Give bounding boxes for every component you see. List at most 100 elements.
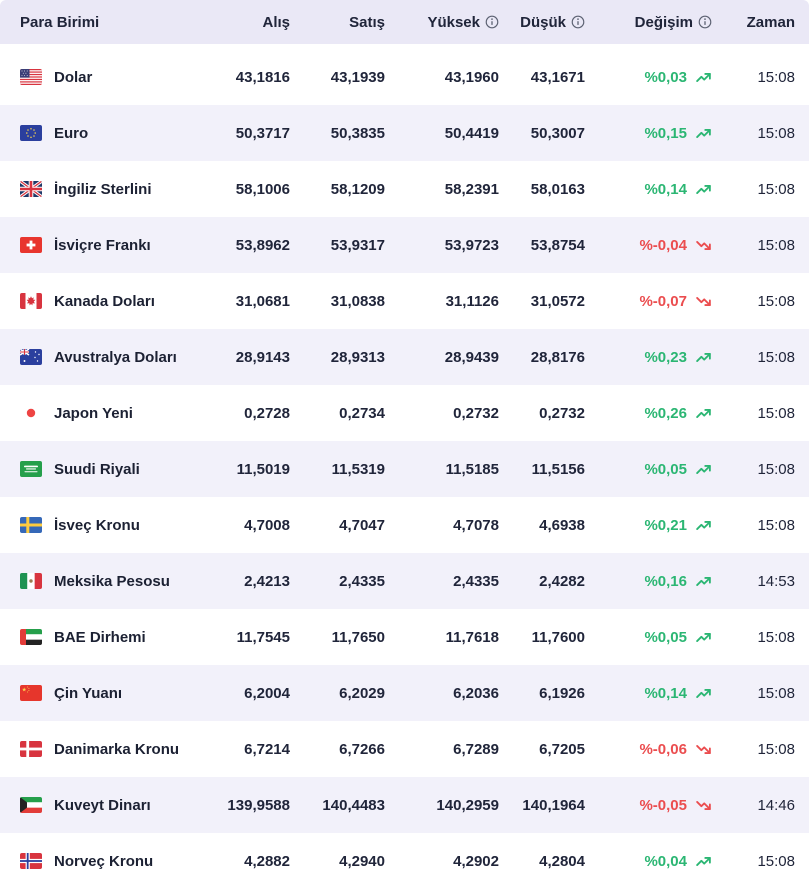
- currency-name: İsveç Kronu: [54, 516, 140, 534]
- high-value: 11,5185: [445, 460, 499, 478]
- table-row[interactable]: Suudi Riyali 11,5019 11,5319 11,5185 11,…: [0, 441, 809, 497]
- currency-cell: Japon Yeni: [20, 405, 200, 422]
- change-value: %0,15: [644, 124, 687, 142]
- currency-cell: Euro: [20, 125, 200, 142]
- currency-cell: Norveç Kronu: [20, 853, 200, 870]
- high-value: 2,4335: [453, 572, 499, 590]
- table-row[interactable]: İngiliz Sterlini 58,1006 58,1209 58,2391…: [0, 161, 809, 217]
- table-row[interactable]: Norveç Kronu 4,2882 4,2940 4,2902 4,2804…: [0, 833, 809, 887]
- change-cell: %0,21: [585, 517, 712, 534]
- trending-down-arrow-icon: [696, 800, 711, 810]
- sell-value: 140,4483: [322, 796, 385, 814]
- buy-value: 50,3717: [235, 124, 290, 142]
- time-value: 15:08: [757, 236, 795, 254]
- change-cell: %0,16: [585, 573, 712, 590]
- low-value: 50,3007: [530, 124, 585, 142]
- change-value: %0,14: [644, 180, 687, 198]
- table-row[interactable]: BAE Dirhemi 11,7545 11,7650 11,7618 11,7…: [0, 609, 809, 665]
- time-value: 15:08: [757, 740, 795, 758]
- table-row[interactable]: Çin Yuanı 6,2004 6,2029 6,2036 6,1926 %0…: [0, 665, 809, 721]
- column-header-dusuk: Düşük: [499, 14, 585, 31]
- currency-cell: Suudi Riyali: [20, 461, 200, 478]
- change-cell: %0,05: [585, 461, 712, 478]
- low-value: 58,0163: [530, 180, 585, 198]
- trending-up-arrow-icon: [696, 352, 711, 362]
- sell-value: 0,2734: [339, 404, 385, 422]
- table-row[interactable]: Danimarka Kronu 6,7214 6,7266 6,7289 6,7…: [0, 721, 809, 777]
- buy-value: 28,9143: [235, 348, 290, 366]
- change-value: %0,23: [644, 348, 687, 366]
- change-cell: %-0,07: [585, 293, 712, 310]
- high-value: 4,2902: [453, 852, 499, 870]
- currency-name: Çin Yuanı: [54, 684, 123, 702]
- buy-value: 58,1006: [235, 180, 290, 198]
- change-value: %0,14: [644, 684, 687, 702]
- high-value: 0,2732: [453, 404, 499, 422]
- currency-name: Norveç Kronu: [54, 852, 154, 870]
- table-row[interactable]: İsveç Kronu 4,7008 4,7047 4,7078 4,6938 …: [0, 497, 809, 553]
- low-value: 0,2732: [539, 404, 585, 422]
- change-cell: %0,15: [585, 125, 712, 142]
- trending-up-arrow-icon: [696, 408, 711, 418]
- currency-name: Danimarka Kronu: [54, 740, 180, 758]
- column-header-zaman: Zaman: [712, 14, 795, 31]
- trending-up-arrow-icon: [696, 128, 711, 138]
- low-value: 140,1964: [522, 796, 585, 814]
- table-row[interactable]: Kanada Doları 31,0681 31,0838 31,1126 31…: [0, 273, 809, 329]
- buy-value: 4,7008: [244, 516, 290, 534]
- currency-cell: İngiliz Sterlini: [20, 181, 200, 198]
- table-row[interactable]: Avustralya Doları 28,9143 28,9313 28,943…: [0, 329, 809, 385]
- flag-jp-icon: [20, 405, 42, 421]
- high-value: 4,7078: [453, 516, 499, 534]
- low-value: 4,2804: [539, 852, 585, 870]
- flag-au-icon: [20, 349, 42, 365]
- change-value: %0,04: [644, 852, 687, 870]
- currency-cell: Kuveyt Dinarı: [20, 797, 200, 814]
- sell-value: 58,1209: [330, 180, 385, 198]
- change-value: %-0,05: [639, 796, 687, 814]
- column-header-label: Düşük: [520, 13, 566, 31]
- change-cell: %0,26: [585, 405, 712, 422]
- currency-cell: Çin Yuanı: [20, 685, 200, 702]
- sell-value: 2,4335: [339, 572, 385, 590]
- rates-table-body: Dolar 43,1816 43,1939 43,1960 43,1671 %0…: [0, 49, 809, 887]
- buy-value: 139,9588: [227, 796, 290, 814]
- low-value: 53,8754: [530, 236, 585, 254]
- trending-up-arrow-icon: [696, 464, 711, 474]
- low-value: 4,6938: [539, 516, 585, 534]
- sell-value: 11,5319: [331, 460, 385, 478]
- sell-value: 28,9313: [330, 348, 385, 366]
- change-value: %-0,07: [639, 292, 687, 310]
- trending-up-arrow-icon: [696, 520, 711, 530]
- buy-value: 6,7214: [244, 740, 290, 758]
- trending-up-arrow-icon: [696, 72, 711, 82]
- table-row[interactable]: Kuveyt Dinarı 139,9588 140,4483 140,2959…: [0, 777, 809, 833]
- change-value: %-0,06: [639, 740, 687, 758]
- currency-cell: BAE Dirhemi: [20, 629, 200, 646]
- currency-name: BAE Dirhemi: [54, 628, 146, 646]
- currency-cell: Meksika Pesosu: [20, 573, 200, 590]
- info-icon[interactable]: [571, 15, 585, 29]
- currency-name: Kanada Doları: [54, 292, 155, 310]
- column-header-yuksek: Yüksek: [385, 14, 499, 31]
- flag-gb-icon: [20, 181, 42, 197]
- change-value: %0,21: [644, 516, 687, 534]
- trending-up-arrow-icon: [696, 184, 711, 194]
- time-value: 15:08: [757, 68, 795, 86]
- high-value: 6,2036: [453, 684, 499, 702]
- info-icon[interactable]: [698, 15, 712, 29]
- flag-cn-icon: [20, 685, 42, 701]
- sell-value: 53,9317: [330, 236, 385, 254]
- change-value: %-0,04: [639, 236, 687, 254]
- low-value: 6,1926: [539, 684, 585, 702]
- table-row[interactable]: İsviçre Frankı 53,8962 53,9317 53,9723 5…: [0, 217, 809, 273]
- table-row[interactable]: Euro 50,3717 50,3835 50,4419 50,3007 %0,…: [0, 105, 809, 161]
- table-row[interactable]: Dolar 43,1816 43,1939 43,1960 43,1671 %0…: [0, 49, 809, 105]
- table-row[interactable]: Japon Yeni 0,2728 0,2734 0,2732 0,2732 %…: [0, 385, 809, 441]
- time-value: 15:08: [757, 348, 795, 366]
- info-icon[interactable]: [485, 15, 499, 29]
- currency-cell: Dolar: [20, 69, 200, 86]
- high-value: 43,1960: [444, 68, 499, 86]
- table-row[interactable]: Meksika Pesosu 2,4213 2,4335 2,4335 2,42…: [0, 553, 809, 609]
